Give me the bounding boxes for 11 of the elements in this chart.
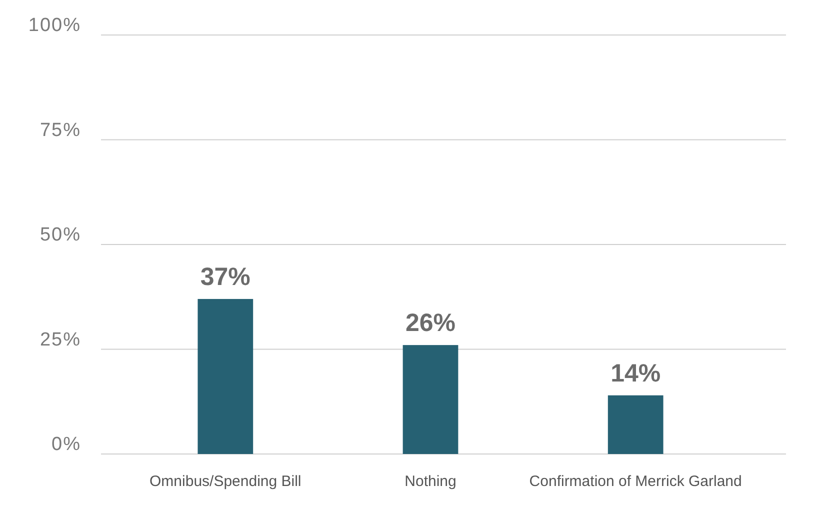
data-label: 26% — [405, 309, 456, 338]
y-tick-label: 75% — [40, 120, 81, 141]
x-tick-label: Omnibus/Spending Bill — [150, 473, 302, 490]
x-tick-label: Confirmation of Merrick Garland — [529, 473, 742, 490]
y-tick-label: 25% — [40, 329, 81, 350]
y-tick-label: 100% — [28, 15, 81, 36]
data-label: 37% — [200, 262, 250, 291]
y-tick-label: 50% — [40, 224, 81, 246]
data-label: 14% — [610, 359, 661, 388]
y-tick-label: 0% — [52, 434, 81, 456]
x-tick-label: Nothing — [404, 473, 456, 490]
